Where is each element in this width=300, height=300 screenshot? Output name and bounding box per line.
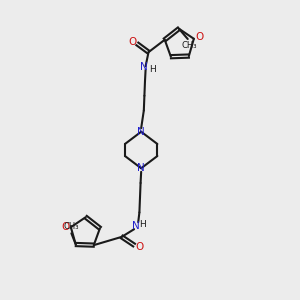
Text: CH₃: CH₃ <box>63 222 79 231</box>
Text: N: N <box>132 221 140 231</box>
Text: O: O <box>128 37 136 46</box>
Text: N: N <box>140 62 148 72</box>
Text: N: N <box>137 127 145 137</box>
Text: N: N <box>137 163 145 173</box>
Text: H: H <box>150 65 156 74</box>
Text: O: O <box>61 222 70 232</box>
Text: O: O <box>135 242 143 253</box>
Text: H: H <box>140 220 146 229</box>
Text: O: O <box>195 32 203 42</box>
Text: CH₃: CH₃ <box>182 41 197 50</box>
